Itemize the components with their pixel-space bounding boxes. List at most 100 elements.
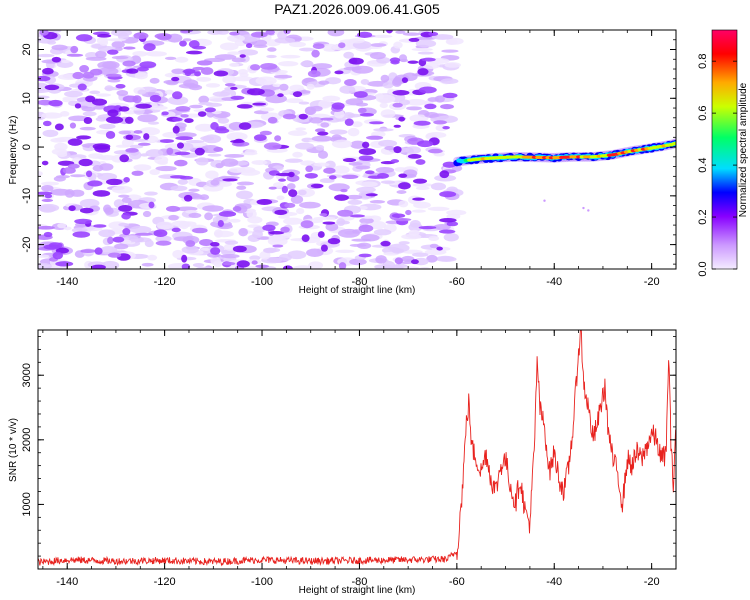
noise-blob	[237, 49, 259, 56]
noise-blob	[311, 49, 320, 58]
noise-blob	[164, 56, 177, 60]
noise-blob	[407, 60, 419, 64]
noise-blob	[192, 262, 205, 268]
noise-blob	[313, 216, 336, 221]
noise-blob	[334, 194, 349, 201]
noise-blob	[380, 109, 396, 119]
noise-blob	[392, 102, 403, 108]
noise-blob	[44, 193, 53, 199]
noise-blob	[129, 150, 142, 160]
noise-blob	[52, 251, 64, 260]
noise-blob	[106, 116, 124, 124]
noise-blob	[286, 183, 296, 190]
noise-blob	[192, 227, 208, 234]
noise-blob	[280, 226, 290, 233]
noise-blob	[446, 221, 459, 227]
noise-blob	[164, 89, 174, 95]
noise-blob	[69, 122, 77, 129]
noise-blob	[334, 70, 344, 75]
noise-blob	[168, 214, 179, 221]
noise-blob	[314, 128, 326, 133]
noise-blob	[214, 54, 237, 60]
noise-blob	[294, 142, 314, 150]
noise-blob	[204, 107, 216, 113]
snr-y-axis-label: SNR (10 * v/v)	[8, 418, 19, 482]
noise-blob	[409, 114, 429, 123]
noise-blob	[87, 180, 103, 187]
noise-blob	[296, 208, 305, 215]
noise-blob	[253, 44, 268, 49]
noise-blob	[421, 57, 436, 62]
noise-blob	[92, 190, 111, 197]
noise-blob	[263, 142, 282, 150]
noise-blob	[143, 133, 150, 140]
x-tick-label: -100	[251, 576, 273, 588]
noise-blob	[200, 67, 214, 75]
noise-blob	[338, 42, 346, 49]
noise-blob	[413, 178, 427, 184]
noise-blob	[408, 229, 420, 236]
noise-blob	[276, 195, 285, 201]
noise-blob	[268, 186, 277, 190]
noise-blob	[582, 206, 585, 210]
noise-blob	[155, 165, 177, 172]
noise-blob	[97, 172, 118, 181]
noise-blob	[57, 222, 67, 229]
noise-blob	[347, 199, 363, 205]
noise-blob	[224, 240, 239, 245]
noise-blob	[349, 140, 366, 149]
noise-blob	[369, 220, 387, 230]
colorbar-tick-label: 0.2	[697, 209, 709, 224]
noise-blob	[98, 67, 119, 76]
noise-blob	[442, 92, 458, 99]
noise-blob	[265, 30, 275, 35]
noise-blob	[417, 68, 429, 76]
noise-blob	[360, 234, 380, 242]
noise-blob	[424, 111, 439, 119]
noise-blob	[221, 158, 239, 167]
noise-blob	[41, 184, 54, 192]
noise-blob	[277, 93, 284, 98]
noise-blob	[129, 144, 144, 149]
noise-blob	[137, 66, 149, 72]
noise-blob	[278, 61, 299, 67]
noise-blob	[287, 130, 308, 137]
noise-blob	[407, 153, 422, 159]
noise-blob	[369, 200, 386, 204]
noise-blob	[55, 175, 71, 179]
noise-blob	[319, 178, 335, 184]
noise-blob	[169, 175, 187, 179]
noise-blob	[331, 102, 345, 110]
noise-blob	[282, 265, 293, 269]
noise-blob	[406, 98, 427, 106]
noise-blob	[274, 209, 288, 215]
noise-blob	[82, 71, 95, 79]
colorbar-label: Normalized spectral amplitude	[738, 82, 749, 217]
noise-blob	[196, 76, 212, 82]
noise-blob	[118, 130, 132, 135]
noise-blob	[105, 130, 116, 139]
noise-blob	[442, 126, 450, 130]
noise-blob	[107, 79, 121, 83]
snr-y-ticks: 1000 2000 3000	[21, 336, 676, 570]
noise-blob	[356, 31, 373, 38]
snr-frame	[37, 329, 677, 570]
noise-blob	[239, 54, 246, 58]
noise-blob	[327, 237, 341, 245]
noise-blob	[85, 56, 107, 61]
noise-blob	[171, 68, 186, 75]
noise-blob	[332, 165, 350, 174]
x-tick-label: -120	[154, 576, 176, 588]
noise-blob	[259, 130, 272, 136]
noise-blob	[174, 151, 191, 156]
noise-blob	[364, 170, 375, 175]
noise-blob	[85, 170, 93, 178]
noise-blob	[587, 209, 590, 212]
noise-blob	[132, 50, 148, 57]
noise-blob	[428, 235, 440, 242]
noise-blob	[153, 229, 168, 238]
noise-blob	[306, 83, 315, 90]
x-tick-label: -20	[644, 576, 660, 588]
noise-blob	[159, 139, 175, 144]
noise-blob	[224, 83, 236, 87]
